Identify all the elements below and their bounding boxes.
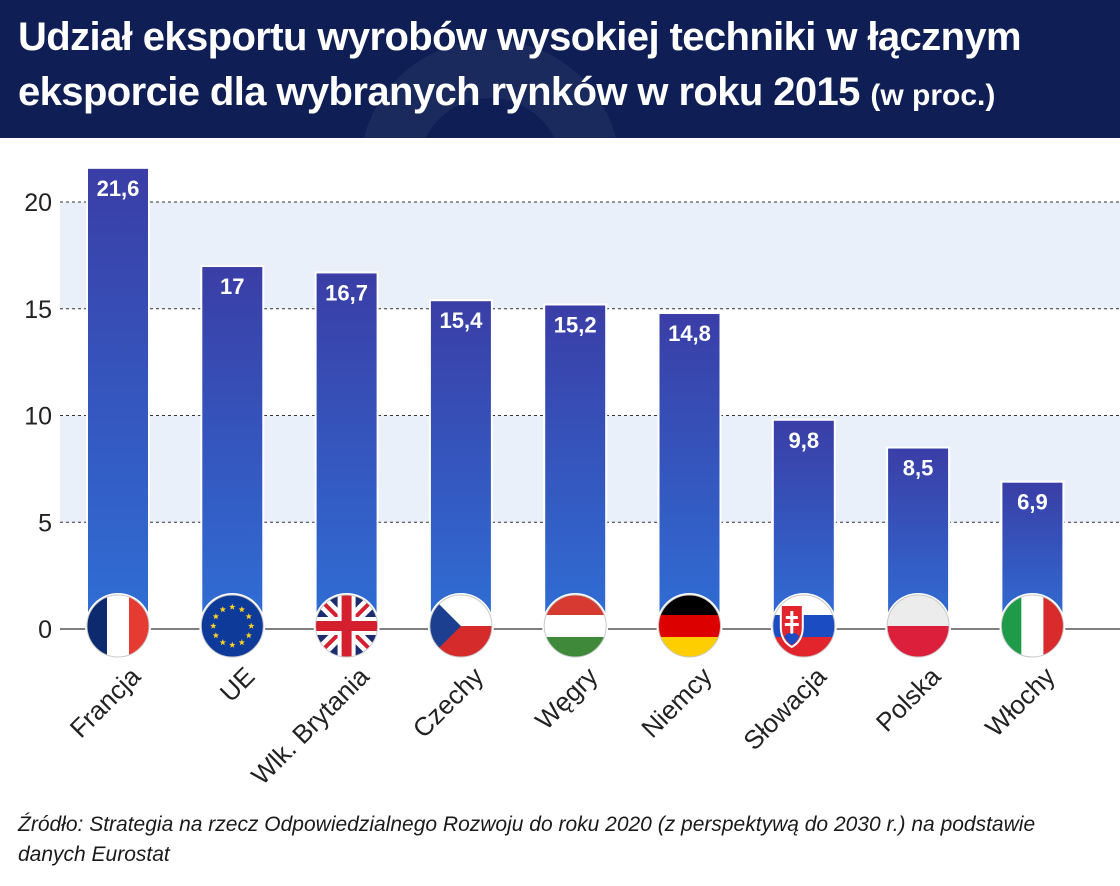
flag-france-icon [85, 593, 151, 659]
flag-hungary-icon [542, 593, 609, 659]
flag-eu-icon [199, 593, 266, 659]
bar-value-label: 14,8 [668, 321, 711, 346]
title-main: Udział eksportu wyrobów wysokiej technik… [18, 15, 1022, 114]
source-note: Źródło: Strategia na rzecz Odpowiedzialn… [18, 813, 1036, 866]
bar-value-label: 17 [220, 274, 244, 299]
y-tick-label: 0 [38, 616, 52, 644]
x-category-label: UE [214, 661, 261, 708]
y-tick-label: 10 [24, 403, 52, 431]
x-category-label: Włochy [979, 661, 1060, 742]
bar [428, 299, 493, 633]
bar-value-label: 15,4 [439, 308, 483, 333]
chart-title: Udział eksportu wyrobów wysokiej technik… [18, 10, 1108, 123]
bar [543, 303, 608, 632]
y-tick-label: 15 [24, 296, 52, 324]
x-category-label: Niemcy [635, 661, 717, 743]
bar [200, 265, 265, 633]
flag-poland-icon [885, 593, 952, 659]
y-tick-label: 5 [38, 509, 52, 537]
flag-italy-icon [999, 593, 1066, 659]
header: Udział eksportu wyrobów wysokiej technik… [0, 0, 1120, 138]
bar-value-label: 16,7 [325, 280, 368, 305]
x-category-label: Czechy [407, 661, 490, 744]
x-category-label: Słowacja [737, 661, 832, 756]
flag-uk-icon [313, 593, 380, 659]
bar-value-label: 15,2 [554, 312, 597, 337]
bar-value-label: 8,5 [903, 456, 934, 481]
title-unit: (w proc.) [870, 79, 996, 112]
x-category-label: Polska [870, 661, 947, 738]
bar-value-label: 21,6 [97, 176, 140, 201]
flag-germany-icon [656, 593, 723, 659]
x-category-label: Wlk. Brytania [245, 661, 375, 791]
bar [314, 271, 379, 633]
bar-value-label: 9,8 [789, 428, 820, 453]
x-category-label: Francja [64, 661, 147, 744]
x-category-label: Węgry [529, 661, 603, 735]
flag-czech-icon [427, 593, 494, 659]
bar [657, 312, 722, 633]
flag-slovakia-icon [770, 593, 837, 659]
y-tick-label: 20 [24, 189, 52, 217]
bar [86, 166, 150, 633]
bar-value-label: 6,9 [1017, 490, 1048, 515]
bar-chart: 0 5 10 15 20 21,6 17 16,7 15,4 15,2 14,8 9,8 8,5 6,9… [24, 166, 1120, 791]
